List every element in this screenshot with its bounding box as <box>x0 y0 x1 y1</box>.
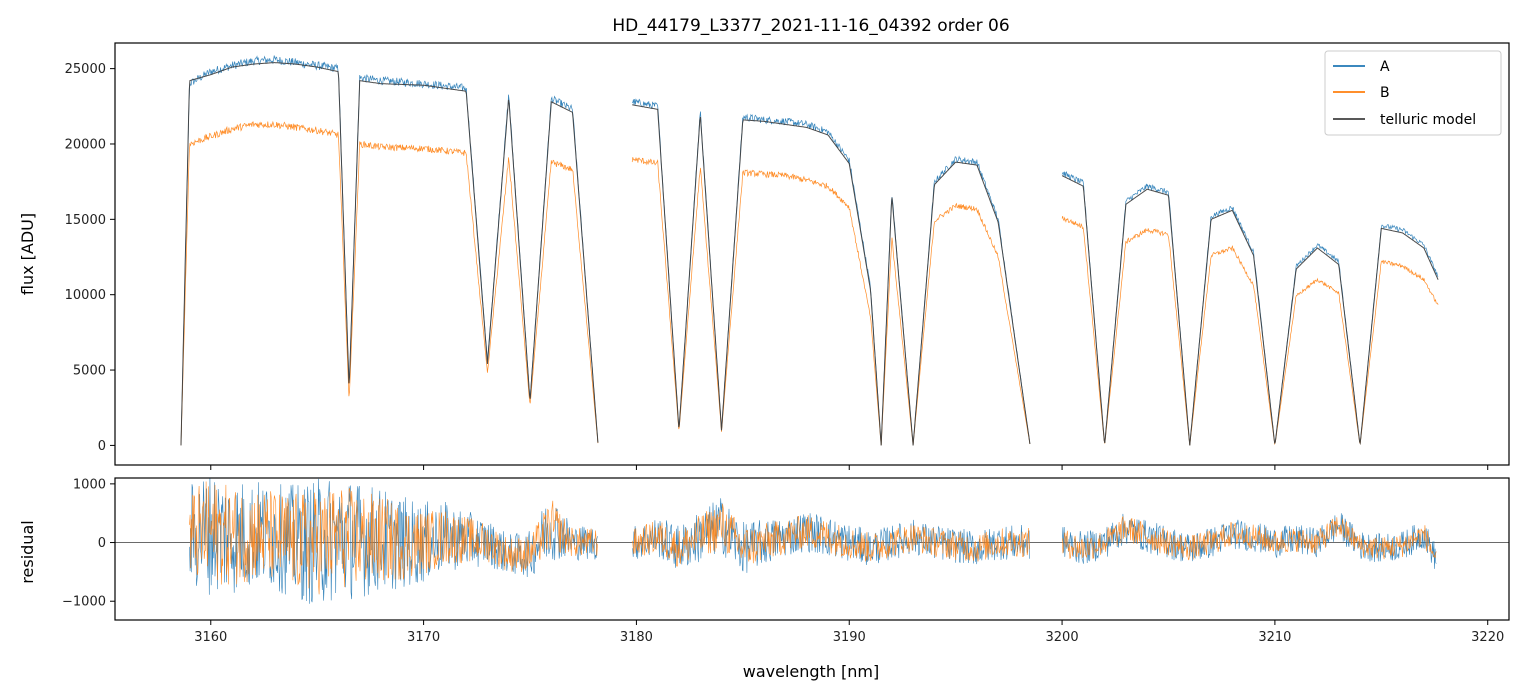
residual-y-tick: 0 <box>98 536 115 551</box>
flux-y-tick-label: 15000 <box>65 213 106 228</box>
flux-y-tick-label: 20000 <box>65 137 106 152</box>
flux-y-tick: 5000 <box>73 364 115 379</box>
residual-x-tick-label: 3210 <box>1258 630 1291 645</box>
series-a-line <box>180 55 1439 446</box>
flux-series-group <box>180 55 1439 446</box>
flux-y-tick-label: 5000 <box>73 364 106 379</box>
x-axis-label: wavelength [nm] <box>743 662 880 681</box>
residual-y-axis-label: residual <box>18 520 37 583</box>
residual-x-tick-label: 3180 <box>620 630 653 645</box>
residual-x-tick-label: 3170 <box>407 630 440 645</box>
residual-x-tick-label: 3220 <box>1471 630 1504 645</box>
legend: A B telluric model <box>1324 50 1502 136</box>
flux-y-tick: 15000 <box>65 213 115 228</box>
residual-y-tick-label: 0 <box>98 536 106 551</box>
flux-y-tick: 10000 <box>65 288 115 303</box>
residual-x-ticks: 3160 3170 3180 3190 3200 3210 3220 <box>194 620 1504 645</box>
residual-x-tick: 3220 <box>1471 620 1504 645</box>
flux-y-tick-label: 10000 <box>65 288 106 303</box>
flux-plot-frame <box>114 42 1510 466</box>
residual-x-tick-label: 3200 <box>1046 630 1079 645</box>
residual-x-tick-label: 3160 <box>194 630 227 645</box>
residual-x-tick-label: 3190 <box>833 630 866 645</box>
flux-y-tick: 20000 <box>65 137 115 152</box>
legend-box <box>1324 50 1502 136</box>
flux-x-ticks <box>210 465 1489 470</box>
residual-x-tick: 3160 <box>194 620 227 645</box>
legend-label-a: A <box>1380 59 1390 75</box>
flux-y-tick-label: 0 <box>98 439 106 454</box>
residual-y-ticks: −1000 0 1000 <box>62 477 115 610</box>
chart-title: HD_44179_L3377_2021-11-16_04392 order 06 <box>612 16 1009 36</box>
flux-y-tick-label: 25000 <box>65 62 106 77</box>
residual-x-tick: 3210 <box>1258 620 1291 645</box>
residual-y-tick-label: −1000 <box>62 595 106 610</box>
flux-y-tick: 25000 <box>65 62 115 77</box>
residual-series-group <box>115 478 1509 604</box>
residual-x-tick: 3180 <box>620 620 653 645</box>
residual-plot-frame <box>114 477 1510 621</box>
residual-x-tick: 3200 <box>1046 620 1079 645</box>
flux-y-ticks: 0 5000 10000 15000 20000 25000 <box>65 62 115 454</box>
flux-panel: 0 5000 10000 15000 20000 25000 flux [ADU] A B… <box>18 42 1510 470</box>
telluric-model-line <box>180 62 1439 446</box>
residual-b-line <box>189 481 1437 595</box>
residual-y-tick: 1000 <box>73 477 115 492</box>
flux-y-tick: 0 <box>98 439 115 454</box>
flux-y-axis-label: flux [ADU] <box>18 213 37 295</box>
residual-x-tick: 3170 <box>407 620 440 645</box>
series-b-line <box>180 120 1439 446</box>
residual-x-tick: 3190 <box>833 620 866 645</box>
legend-label-b: B <box>1380 85 1390 101</box>
residual-y-tick: −1000 <box>62 595 115 610</box>
residual-y-tick-label: 1000 <box>73 477 106 492</box>
legend-label-telluric: telluric model <box>1380 112 1476 128</box>
